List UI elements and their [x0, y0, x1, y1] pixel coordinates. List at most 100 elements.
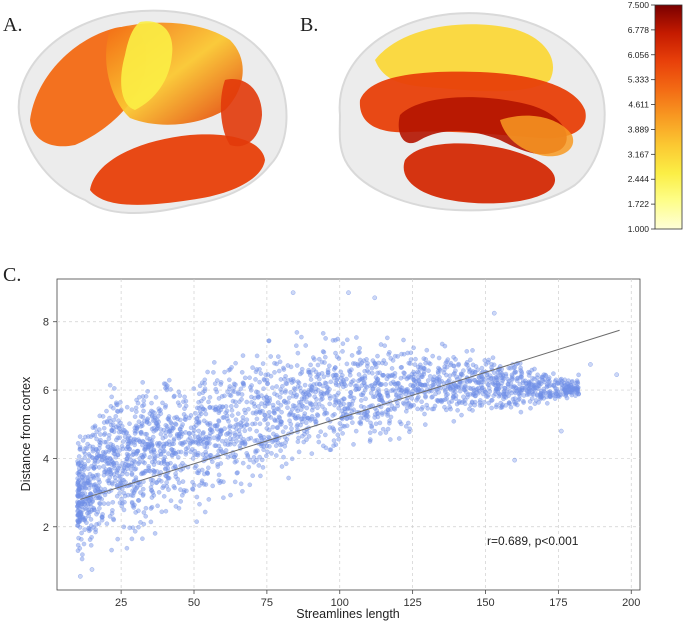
scatter-point	[570, 389, 576, 394]
scatter-point	[316, 376, 322, 382]
scatter-point	[264, 443, 270, 449]
scatter-point	[464, 348, 470, 354]
scatter-point	[153, 394, 159, 400]
scatter-point	[284, 437, 290, 442]
scatter-point	[448, 406, 453, 412]
scatter-point	[233, 417, 239, 423]
scatter-point	[144, 419, 150, 425]
scatter-point	[158, 407, 163, 413]
scatter-point	[285, 363, 291, 368]
scatter-point	[299, 396, 305, 402]
scatter-point	[249, 394, 254, 400]
scatter-point	[134, 451, 139, 457]
scatter-point	[331, 438, 337, 443]
scatter-point	[336, 356, 342, 361]
colorbar-tick-label: 2.444	[628, 174, 650, 184]
scatter-point	[127, 421, 132, 427]
scatter-point	[489, 405, 494, 411]
tracts-a-temporal	[90, 134, 265, 205]
scatter-point	[202, 509, 208, 515]
scatter-point	[362, 387, 368, 393]
scatter-point	[183, 439, 188, 445]
scatter-point	[281, 454, 286, 460]
scatter-point	[492, 382, 498, 388]
scatter-point	[545, 400, 550, 406]
scatter-point	[115, 409, 121, 414]
scatter-point	[261, 395, 267, 401]
scatter-point	[334, 372, 339, 378]
scatter-point	[379, 381, 385, 387]
scatter-point	[503, 371, 509, 377]
scatter-point	[158, 431, 164, 437]
scatter-point	[377, 392, 383, 398]
scatter-point	[203, 452, 209, 457]
scatter-point	[521, 400, 526, 405]
scatter-point	[182, 406, 187, 411]
scatter-point	[306, 392, 312, 397]
scatter-point	[114, 437, 119, 443]
scatter-point	[367, 430, 373, 436]
x-tick-label: 25	[115, 597, 127, 609]
scatter-point	[127, 525, 132, 531]
scatter-point	[80, 552, 85, 557]
scatter-point	[106, 478, 112, 484]
scatter-point	[467, 378, 473, 384]
scatter-point	[216, 418, 221, 423]
scatter-point	[127, 446, 132, 452]
scatter-point	[490, 355, 496, 361]
scatter-point	[378, 431, 383, 436]
scatter-point	[108, 471, 114, 477]
scatter-point	[372, 428, 377, 434]
scatter-point	[294, 363, 300, 368]
scatter-point	[458, 371, 464, 377]
scatter-point	[91, 475, 97, 481]
scatter-point	[143, 394, 149, 399]
scatter-point	[116, 418, 121, 424]
scatter-point	[201, 418, 207, 424]
x-axis-label: Streamlines length	[296, 607, 400, 621]
scatter-point	[239, 392, 245, 397]
scatter-point	[436, 377, 442, 383]
scatter-point	[136, 508, 141, 514]
scatter-point	[551, 371, 556, 376]
scatter-point	[301, 413, 307, 419]
scatter-point	[132, 428, 138, 434]
scatter-point	[120, 500, 125, 506]
scatter-point	[239, 369, 245, 375]
tracts-b-temporal	[403, 143, 556, 204]
scatter-point	[389, 388, 394, 394]
scatter-point	[95, 472, 101, 478]
scatter-point	[576, 372, 581, 378]
scatter-point	[528, 405, 533, 411]
scatter-point	[265, 421, 271, 427]
scatter-point	[123, 479, 128, 485]
scatter-point	[499, 404, 505, 410]
scatter-point	[108, 441, 114, 447]
scatter-point	[397, 384, 403, 390]
scatter-point	[271, 410, 277, 415]
scatter-point	[93, 529, 98, 535]
scatter-point	[269, 451, 274, 456]
scatter-point	[283, 373, 288, 379]
scatter-point	[219, 438, 225, 444]
scatter-point	[171, 394, 177, 400]
scatter-point	[228, 403, 234, 409]
scatter-point	[470, 408, 475, 413]
scatter-point	[538, 395, 543, 400]
scatter-point	[473, 364, 479, 369]
y-tick-label: 4	[43, 453, 49, 465]
scatter-point	[235, 422, 241, 427]
scatter-point	[515, 375, 521, 381]
scatter-point	[232, 479, 238, 485]
scatter-point	[287, 418, 292, 424]
scatter-point	[141, 408, 146, 414]
scatter-point	[563, 393, 569, 398]
scatter-point	[111, 429, 117, 435]
scatter-point	[140, 394, 146, 399]
scatter-point	[252, 438, 258, 444]
scatter-point	[204, 440, 209, 446]
scatter-point	[178, 487, 183, 492]
scatter-point	[136, 394, 142, 400]
scatter-point	[248, 385, 253, 390]
scatter-point	[270, 385, 275, 391]
